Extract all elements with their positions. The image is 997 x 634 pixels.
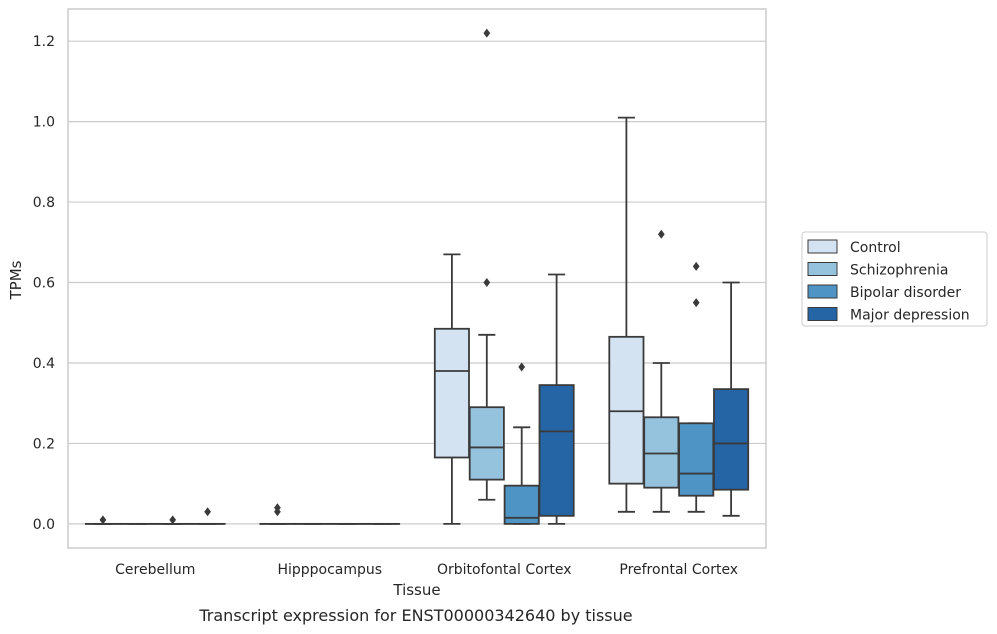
x-tick-label: Cerebellum: [115, 562, 195, 578]
outlier-point: [483, 278, 491, 288]
legend-frame: [801, 231, 988, 327]
box-control: [259, 503, 296, 525]
box-control: [608, 116, 645, 513]
legend: Control Schizophrenia Bipolar disorder Majo…: [801, 231, 988, 327]
legend-label: Control: [850, 240, 901, 256]
box-bipolar-disorder: [678, 261, 715, 513]
x-tick-label: Orbitofontal Cortex: [437, 562, 572, 578]
outlier-point: [483, 28, 491, 38]
box-iqr: [643, 416, 680, 489]
box-schizophrenia: [468, 28, 505, 501]
legend-swatch: [807, 284, 838, 299]
gridlines: [68, 40, 766, 525]
box-iqr: [678, 422, 715, 497]
legend-swatch: [807, 307, 838, 321]
outlier-point: [99, 515, 107, 525]
box-iqr: [713, 388, 750, 491]
box-control: [433, 253, 470, 525]
box-iqr: [538, 384, 575, 517]
y-tick-label: 0.2: [33, 436, 55, 452]
x-axis-label: Tissue: [392, 581, 440, 599]
box-schizophrenia: [643, 229, 680, 513]
box-major-depression: [713, 281, 750, 517]
y-tick-labels: 0.0 0.2 0.4 0.6 0.8 1.0 1.2: [33, 34, 55, 533]
box-control: [84, 515, 121, 525]
outlier-point: [692, 261, 700, 271]
legend-label: Bipolar disorder: [850, 285, 961, 301]
y-tick-label: 0.0: [33, 517, 55, 533]
outlier-point: [274, 503, 281, 513]
outlier-point: [657, 229, 665, 239]
legend-label: Schizophrenia: [850, 263, 948, 279]
y-axis-label: TPMs: [7, 260, 25, 300]
y-tick-label: 0.4: [33, 356, 55, 372]
legend-label: Major depression: [850, 308, 970, 324]
legend-swatch: [807, 239, 838, 254]
figure-caption: Transcript expression for ENST0000034264…: [199, 606, 633, 625]
legend-swatch: [807, 262, 838, 276]
box-major-depression: [189, 507, 226, 525]
x-tick-label: Prefrontal Cortex: [619, 562, 738, 578]
outlier-point: [169, 515, 177, 525]
box-bipolar-disorder: [154, 515, 191, 525]
y-tick-label: 1.2: [33, 34, 55, 50]
y-tick-label: 0.8: [33, 195, 55, 211]
y-tick-label: 0.6: [33, 276, 55, 292]
outlier-point: [518, 362, 526, 372]
x-tick-label: Hipppocampus: [277, 562, 382, 578]
boxes: [84, 28, 750, 525]
y-tick-label: 1.0: [33, 115, 55, 131]
x-tick-labels: Cerebellum Hipppocampus Orbitofontal Corte…: [115, 562, 738, 578]
plot-frame: [67, 8, 767, 549]
box-iqr: [468, 406, 505, 481]
outlier-point: [692, 298, 700, 308]
box-iqr: [608, 335, 645, 485]
box-iqr: [433, 327, 470, 459]
outlier-point: [204, 507, 211, 517]
box-major-depression: [538, 273, 575, 525]
